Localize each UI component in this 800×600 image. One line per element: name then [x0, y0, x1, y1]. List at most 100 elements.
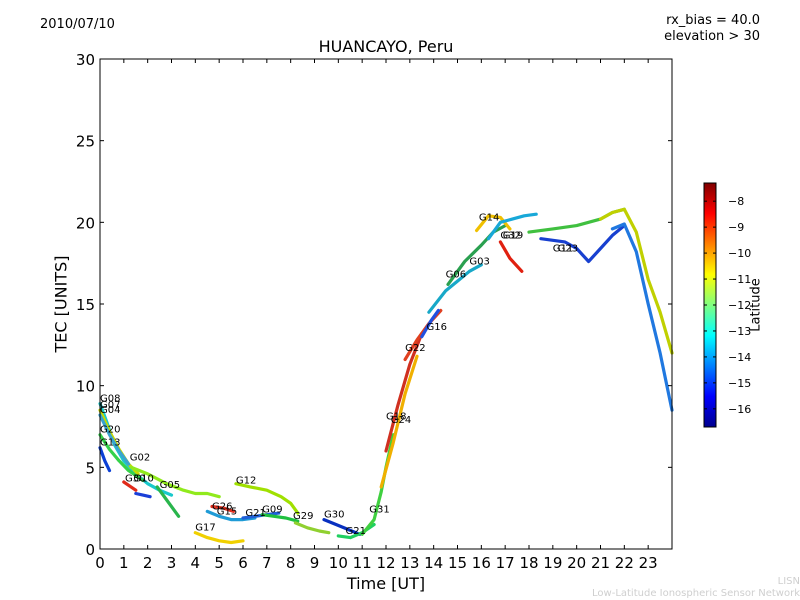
satellite-label-g11-28: G11 — [553, 243, 573, 254]
satellite-label-g23-29: G23 — [558, 243, 578, 254]
x-tick-label-12: 12 — [376, 554, 395, 572]
series-line-g10-7 — [134, 491, 152, 499]
y-tick-label-0: 0 — [85, 541, 95, 559]
series-layer — [98, 207, 674, 545]
colorbar-tick-label: −11 — [728, 273, 751, 286]
colorbar-ticks: −8 −9 −10 −11 −12 −13 −14 −15 −16 — [704, 195, 751, 416]
brand-long: Low-Latitude Ionospheric Sensor Network — [592, 588, 800, 599]
series-line-g23-29 — [539, 224, 626, 264]
satellite-label-g04-2: G04 — [100, 405, 120, 416]
series-line-g02-5 — [129, 465, 221, 499]
satellite-label-g24-20: G24 — [391, 415, 411, 426]
x-tick-label-5: 5 — [214, 554, 224, 572]
satellite-label-g10-7: G10 — [133, 474, 153, 485]
series-line-g13-4 — [98, 446, 112, 473]
x-tick-label-2: 2 — [143, 554, 153, 572]
chart-title: HUANCAYO, Peru — [318, 37, 454, 56]
satellite-label-g30-16: G30 — [324, 510, 344, 521]
colorbar-tick-label: −12 — [728, 299, 751, 312]
satellite-label-g07-1: G07 — [100, 400, 120, 411]
x-tick-label-8: 8 — [286, 554, 296, 572]
y-tick-label-5: 5 — [85, 459, 95, 477]
series-line-g31-18 — [360, 433, 395, 536]
series-line-g17-11 — [193, 531, 245, 545]
y-tick-label-10: 10 — [76, 378, 95, 396]
satellite-label-g17-14: G17 — [195, 523, 215, 534]
colorbar-tick-label: −14 — [728, 351, 751, 364]
satellite-label-g26-10: G26 — [212, 501, 232, 512]
satellite-label-g20-3: G20 — [100, 425, 120, 436]
rx-bias-label: rx_bias = 40.0 — [666, 13, 760, 28]
x-tick-label-0: 0 — [95, 554, 105, 572]
x-tick-label-16: 16 — [472, 554, 491, 572]
series-line-g30-6 — [122, 480, 138, 492]
colorbar-tick-label: −15 — [728, 377, 751, 390]
series-line-g26-9 — [210, 504, 236, 513]
date-label: 2010/07/10 — [40, 17, 115, 32]
x-tick-label-6: 6 — [238, 554, 248, 572]
satellite-label-g21-17: G21 — [346, 526, 366, 537]
satellite-label-g16-22: G16 — [427, 322, 447, 333]
satellite-label-g15-11: G15 — [217, 506, 237, 517]
satellite-label-g13-4: G13 — [100, 438, 120, 449]
satellite-label-g05-8: G05 — [160, 480, 180, 491]
x-tick-label-13: 13 — [400, 554, 419, 572]
series-line-g06-23 — [427, 263, 483, 314]
series-line-g09-14 — [260, 513, 300, 523]
series-line-g28-30 — [598, 207, 674, 355]
series-line-g26-31 — [610, 222, 674, 412]
satellite-label-g18-19: G18 — [386, 412, 406, 423]
series-line-g05-8 — [155, 485, 181, 518]
satellite-label-g21-12: G21 — [245, 508, 265, 519]
x-tick-label-1: 1 — [119, 554, 129, 572]
satellite-label-g06-23: G06 — [446, 270, 466, 281]
series-line-g20-3 — [98, 433, 145, 482]
y-tick-label-25: 25 — [76, 133, 95, 151]
x-tick-label-4: 4 — [191, 554, 201, 572]
colorbar-tick-label: −8 — [728, 195, 744, 208]
series-line-g30-16 — [322, 517, 362, 536]
series-line-g16-22 — [420, 308, 440, 339]
x-tick-label-15: 15 — [448, 554, 467, 572]
colorbar-tick-label: −13 — [728, 325, 751, 338]
satellite-label-g14-25: G14 — [479, 212, 499, 223]
series-line-g18-19 — [379, 354, 419, 489]
satellite-label-g19-26: G19 — [503, 230, 523, 241]
x-tick-label-11: 11 — [353, 554, 372, 572]
y-tick-label-15: 15 — [76, 296, 95, 314]
x-tick-label-9: 9 — [310, 554, 320, 572]
satellite-label-g03-24: G03 — [469, 256, 489, 267]
colorbar-tick-label: −9 — [728, 221, 744, 234]
satellite-label-g08-0: G08 — [100, 394, 120, 405]
x-tick-label-23: 23 — [639, 554, 658, 572]
satellite-label-g29-15: G29 — [293, 511, 313, 522]
series-line-g32-27 — [498, 240, 524, 273]
series-line-g14-25 — [475, 214, 512, 233]
brand-short: LISN — [777, 576, 800, 587]
series-line-g03-24 — [446, 224, 507, 286]
x-tick-label-7: 7 — [262, 554, 272, 572]
satellite-label-g30-6: G30 — [125, 474, 145, 485]
y-axis: 0 5 10 15 20 25 30 — [76, 51, 672, 559]
satellite-label-g12-9: G12 — [236, 475, 256, 486]
satellite-label-g02-5: G02 — [130, 452, 150, 463]
colorbar-tick-label: −10 — [728, 247, 751, 260]
x-tick-label-21: 21 — [591, 554, 610, 572]
x-axis: 0 1 2 3 4 5 6 7 8 9 10 11 12 13 14 15 16 17 18 19 20 21 22 23 — [95, 59, 658, 572]
x-tick-label-20: 20 — [567, 554, 586, 572]
x-tick-label-3: 3 — [167, 554, 177, 572]
colorbar-tick-label: −16 — [728, 403, 751, 416]
x-tick-label-18: 18 — [519, 554, 538, 572]
series-line-g29-15 — [293, 521, 331, 535]
y-tick-label-20: 20 — [76, 214, 95, 232]
x-tick-label-19: 19 — [543, 554, 562, 572]
series-line-g12-12 — [234, 482, 300, 515]
series-line-g24-20 — [384, 331, 424, 453]
x-tick-label-14: 14 — [424, 554, 443, 572]
x-tick-label-10: 10 — [329, 554, 348, 572]
satellite-label-g32-27: G32 — [500, 230, 520, 241]
elevation-label: elevation > 30 — [664, 29, 760, 44]
series-line-g15-10 — [205, 509, 257, 522]
